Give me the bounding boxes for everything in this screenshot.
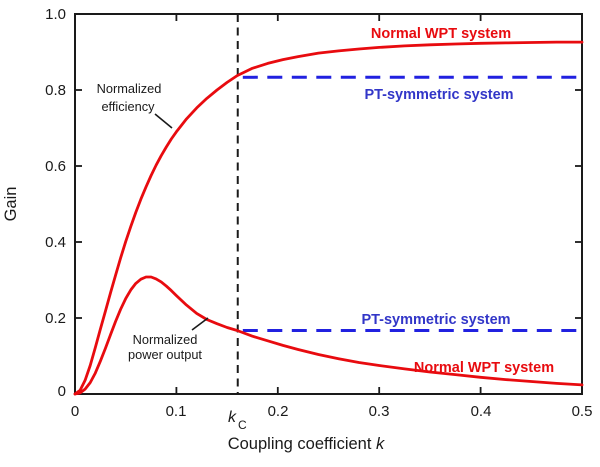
plot-border (74, 13, 583, 395)
y-tick-label-1.0: 1.0 (45, 6, 66, 23)
y-axis-title: Gain (2, 187, 20, 222)
kc-subscript: C (238, 418, 247, 432)
efficiency-annotation: Normalized efficiency (97, 81, 162, 114)
efficiency-annotation-leader-line (154, 113, 173, 129)
power-annotation: Normalized power output (128, 332, 202, 362)
x-tick-label-0.1: 0.1 (166, 403, 187, 420)
x-axis-title: Coupling coefficient k (228, 435, 385, 453)
x-tick-label-0.3: 0.3 (369, 403, 390, 420)
x-tick-label-0.5: 0.5 (572, 403, 593, 420)
x-axis-ticks (175, 14, 482, 394)
critical-coupling-label: k C (228, 409, 247, 432)
x-tick-label-0: 0 (71, 403, 79, 420)
label-pt-symmetric-top: PT-symmetric system (364, 87, 513, 103)
y-tick-label-0.4: 0.4 (45, 234, 66, 251)
label-pt-symmetric-bottom: PT-symmetric system (361, 312, 510, 328)
y-tick-label-0: 0 (58, 383, 66, 400)
x-axis-title-text: Coupling coefficient (228, 435, 376, 453)
kc-symbol: k (228, 409, 237, 426)
efficiency-annotation-line1: Normalized (97, 81, 162, 96)
x-tick-label-0.4: 0.4 (471, 403, 492, 420)
efficiency-annotation-line2: efficiency (101, 99, 155, 114)
power-annotation-line2: power output (128, 347, 202, 362)
y-tick-label-0.6: 0.6 (45, 158, 66, 175)
normal-wpt-power-curve (73, 275, 584, 396)
power-annotation-line1: Normalized (133, 332, 198, 347)
y-axis-ticks (75, 89, 582, 319)
label-normal-wpt-bottom: Normal WPT system (414, 360, 554, 376)
normal-wpt-efficiency-curve (73, 40, 584, 396)
label-normal-wpt-top: Normal WPT system (371, 26, 511, 42)
power-annotation-leader-line (191, 317, 209, 331)
y-tick-label-0.8: 0.8 (45, 82, 66, 99)
x-axis-title-variable: k (376, 435, 385, 453)
y-tick-label-0.2: 0.2 (45, 310, 66, 327)
x-tick-label-0.2: 0.2 (268, 403, 289, 420)
